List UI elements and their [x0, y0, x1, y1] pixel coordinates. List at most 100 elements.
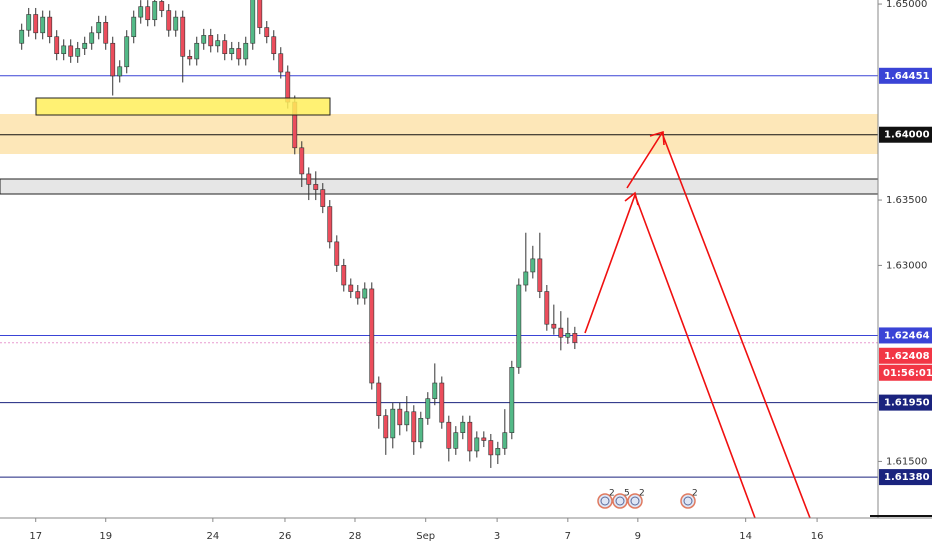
- x-tick-label: 26: [279, 531, 292, 542]
- x-tick-label: Sep: [416, 531, 435, 542]
- candle-body: [376, 382, 382, 416]
- candle-body: [152, 1, 158, 21]
- candle-body: [537, 258, 543, 292]
- candle-body: [327, 206, 333, 243]
- arrow-head: [624, 191, 639, 206]
- arrow-head: [649, 130, 665, 146]
- candle-body: [558, 327, 564, 338]
- x-tick-label: 19: [99, 531, 112, 542]
- grey-zone: [0, 178, 879, 195]
- candle-body: [418, 417, 424, 443]
- candle-body: [271, 36, 277, 55]
- x-tick-label: 17: [29, 531, 42, 542]
- candle-body: [474, 437, 480, 452]
- candle-body: [383, 415, 389, 439]
- candle-body: [278, 53, 284, 73]
- supply-zone: [0, 114, 878, 154]
- candle-body: [229, 48, 235, 55]
- candle-body: [495, 448, 501, 456]
- price-level-label: 1.64000: [884, 130, 930, 141]
- candle-body: [530, 258, 536, 273]
- candle-body: [439, 382, 445, 423]
- candle-body: [313, 184, 319, 190]
- candle-body: [257, 0, 263, 28]
- candle-body: [68, 45, 74, 57]
- candle-body: [89, 32, 95, 44]
- candle-body: [320, 189, 326, 207]
- candle-body: [208, 35, 214, 47]
- x-tick-label: 28: [349, 531, 362, 542]
- candle-body: [19, 29, 25, 44]
- axes: 1.65000 1.63500 1.63000 1.61500 17 19 24 26 28 Se…: [29, 0, 932, 542]
- x-tick-label: 24: [206, 531, 219, 542]
- candle-body: [502, 432, 508, 449]
- y-tick-label: 1.65000: [886, 0, 927, 10]
- candle-body: [40, 16, 46, 34]
- price-level-label: 1.62464: [884, 330, 930, 341]
- candle-body: [341, 265, 347, 286]
- candle-body: [544, 291, 550, 325]
- candle-body: [390, 408, 396, 439]
- candle-body: [411, 411, 417, 443]
- candle-body: [33, 14, 39, 34]
- candle-body: [369, 288, 375, 384]
- candle-body: [117, 66, 123, 77]
- candle-body: [54, 36, 60, 55]
- price-level-box: [879, 126, 932, 143]
- candle-body: [397, 408, 403, 426]
- price-level-box: [879, 67, 932, 84]
- candle-body: [306, 173, 312, 185]
- candle-body: [194, 42, 200, 60]
- price-level-label: 1.61950: [884, 398, 930, 409]
- candle-body: [75, 48, 81, 57]
- candle-body: [467, 421, 473, 452]
- candle-body: [334, 241, 340, 266]
- candle-body: [215, 40, 221, 47]
- candle-body: [82, 42, 88, 49]
- candle-body: [243, 42, 249, 60]
- candle-body: [509, 367, 515, 433]
- countdown: 01:56:01: [883, 368, 932, 379]
- event-icon: [612, 493, 628, 509]
- event-icon: [680, 493, 696, 509]
- candle-body: [187, 56, 193, 60]
- candle-body: [201, 35, 207, 44]
- candle-body: [26, 14, 32, 31]
- candle-body: [166, 10, 172, 31]
- candle-body: [250, 0, 256, 44]
- price-level-label: 1.62408: [884, 351, 930, 362]
- candle-body: [565, 333, 571, 338]
- event-count: 2: [639, 489, 645, 499]
- candle-body: [138, 6, 144, 18]
- candle-body: [159, 1, 165, 11]
- x-tick-label: 3: [494, 531, 500, 542]
- candle-body: [103, 22, 109, 44]
- candle-body: [572, 333, 578, 343]
- candle-body: [96, 22, 102, 34]
- candle-body: [446, 421, 452, 449]
- candle-body: [432, 382, 438, 399]
- x-tick-label: 9: [635, 531, 641, 542]
- candle-body: [299, 147, 305, 175]
- x-tick-label: 14: [739, 531, 752, 542]
- candle-body: [236, 48, 242, 60]
- candle-body: [425, 398, 431, 419]
- price-level-label: 1.64451: [884, 71, 930, 82]
- event-globe: [600, 496, 610, 506]
- event-icon: [597, 493, 613, 509]
- candle-body: [180, 16, 186, 57]
- price-level-box: [879, 347, 932, 364]
- candle-body: [110, 42, 116, 77]
- candles: [19, 0, 578, 468]
- y-tick-label: 1.61500: [886, 456, 927, 467]
- projection-arrows: [584, 130, 811, 519]
- countdown-box: [879, 364, 932, 381]
- event-globe: [683, 496, 693, 506]
- candle-body: [348, 284, 354, 292]
- y-tick-label: 1.63500: [886, 195, 927, 206]
- zones: [0, 114, 879, 195]
- candle-body: [481, 437, 487, 441]
- candle-body: [131, 16, 137, 38]
- candle-body: [145, 6, 151, 21]
